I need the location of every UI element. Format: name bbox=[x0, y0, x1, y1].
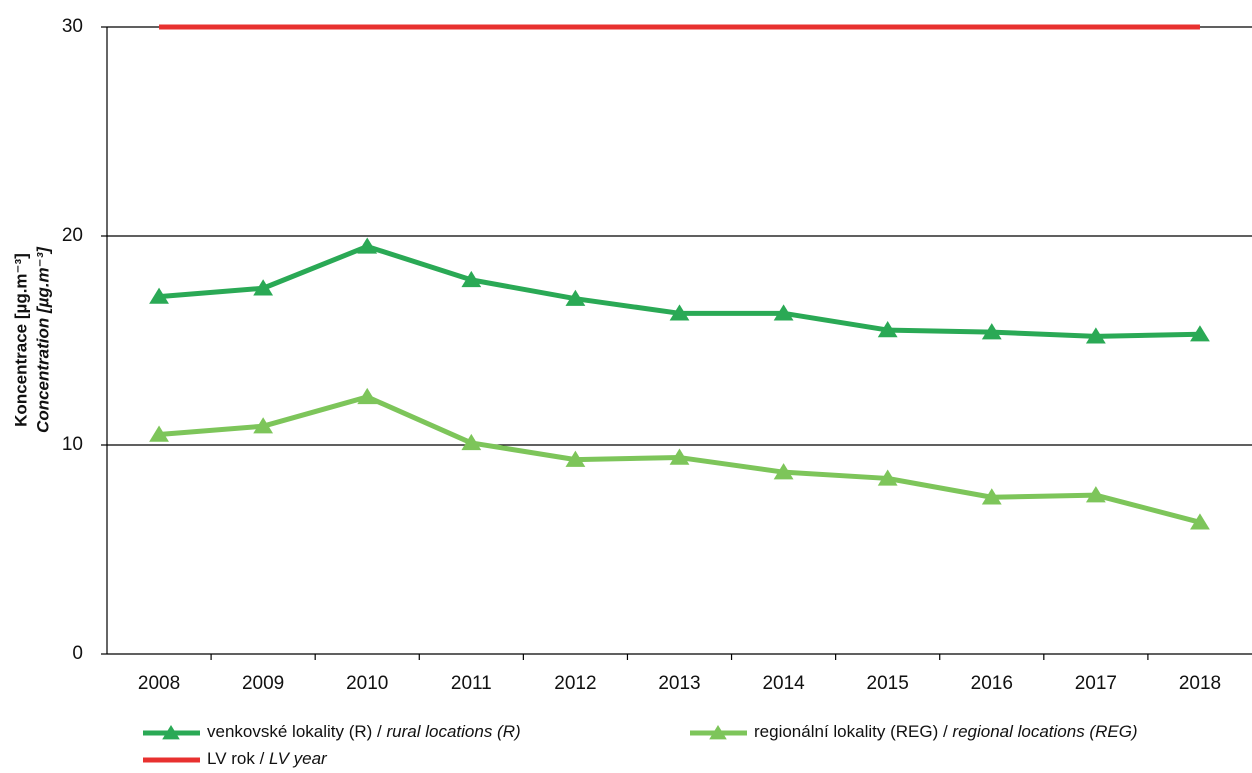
marker bbox=[253, 279, 274, 296]
marker bbox=[149, 425, 169, 442]
x-tick-label: 2011 bbox=[451, 673, 492, 694]
marker bbox=[773, 304, 794, 321]
marker bbox=[669, 448, 690, 465]
x-tick-label: 2012 bbox=[554, 673, 596, 694]
y-tick-label: 10 bbox=[62, 434, 83, 455]
marker bbox=[1190, 325, 1210, 342]
y-tick-label: 30 bbox=[62, 16, 83, 37]
marker bbox=[357, 237, 378, 254]
x-tick-label: 2008 bbox=[138, 673, 180, 694]
marker bbox=[1190, 513, 1210, 530]
marker bbox=[149, 287, 169, 304]
x-tick-label: 2017 bbox=[1075, 673, 1117, 694]
marker bbox=[669, 304, 690, 321]
x-tick-label: 2013 bbox=[658, 673, 700, 694]
marker bbox=[1085, 327, 1106, 344]
y-tick-label: 0 bbox=[72, 643, 83, 664]
marker bbox=[565, 450, 586, 467]
legend-marker bbox=[709, 725, 727, 740]
marker bbox=[877, 321, 898, 338]
y-axis-label: Concentration [µg.m⁻³] bbox=[33, 246, 52, 433]
y-axis-label: Koncentrace [µg.m⁻³] bbox=[11, 253, 30, 427]
marker bbox=[877, 469, 898, 486]
x-tick-label: 2015 bbox=[867, 673, 909, 694]
x-tick-label: 2014 bbox=[762, 673, 805, 694]
legend-label: LV rok / LV year bbox=[207, 749, 328, 768]
x-tick-label: 2010 bbox=[346, 673, 388, 694]
legend-marker bbox=[162, 725, 180, 740]
legend-label: regionální lokality (REG) / regional loc… bbox=[754, 722, 1138, 741]
marker bbox=[981, 323, 1002, 340]
x-tick-label: 2016 bbox=[971, 673, 1013, 694]
marker bbox=[1085, 486, 1106, 503]
y-tick-label: 20 bbox=[62, 225, 83, 246]
x-tick-label: 2009 bbox=[242, 673, 284, 694]
marker bbox=[357, 387, 378, 405]
marker bbox=[773, 463, 794, 480]
marker bbox=[565, 289, 586, 306]
legend-label: venkovské lokality (R) / rural locations… bbox=[207, 722, 521, 741]
marker bbox=[461, 433, 482, 451]
marker bbox=[461, 270, 482, 288]
marker bbox=[253, 417, 274, 434]
series-line bbox=[158, 243, 1201, 339]
x-tick-label: 2018 bbox=[1179, 673, 1221, 694]
marker bbox=[981, 488, 1002, 505]
